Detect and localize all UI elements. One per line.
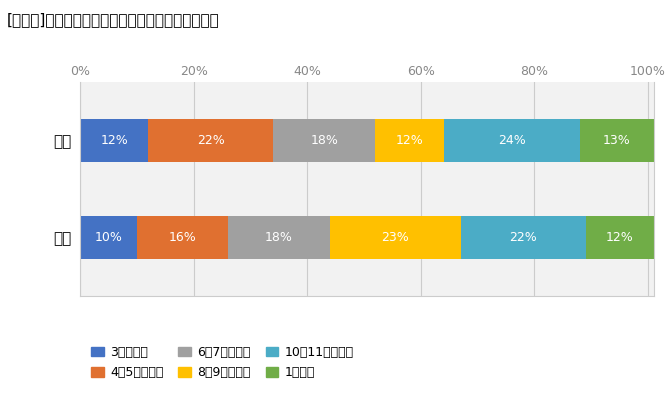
Text: 23%: 23% (382, 231, 409, 244)
Bar (460, 216, 586, 259)
Bar (227, 216, 330, 259)
Text: 12%: 12% (606, 231, 634, 244)
Text: 18%: 18% (310, 134, 338, 147)
Text: 24%: 24% (498, 134, 526, 147)
Text: 13%: 13% (603, 134, 630, 147)
Text: 12%: 12% (100, 134, 128, 147)
Bar (80, 119, 148, 162)
Text: [図表７]　就職活動に要した期間（文系・理系別）: [図表７] 就職活動に要した期間（文系・理系別） (7, 12, 219, 27)
Bar (148, 119, 273, 162)
Bar (580, 119, 654, 162)
Bar (586, 216, 654, 259)
Bar (273, 119, 376, 162)
Text: 10%: 10% (95, 231, 122, 244)
Bar (330, 216, 460, 259)
Bar (444, 119, 580, 162)
Text: 18%: 18% (265, 231, 293, 244)
Legend: 3カ月以内, 4～5カ月程度, 6～7カ月程度, 8～9カ月程度, 10～11カ月程度, 1年以上: 3カ月以内, 4～5カ月程度, 6～7カ月程度, 8～9カ月程度, 10～11カ… (86, 341, 358, 384)
Text: 22%: 22% (509, 231, 537, 244)
Bar (376, 119, 444, 162)
Text: 22%: 22% (197, 134, 225, 147)
Text: 16%: 16% (168, 231, 196, 244)
Bar (137, 216, 227, 259)
Text: 12%: 12% (396, 134, 424, 147)
Bar (80, 216, 137, 259)
